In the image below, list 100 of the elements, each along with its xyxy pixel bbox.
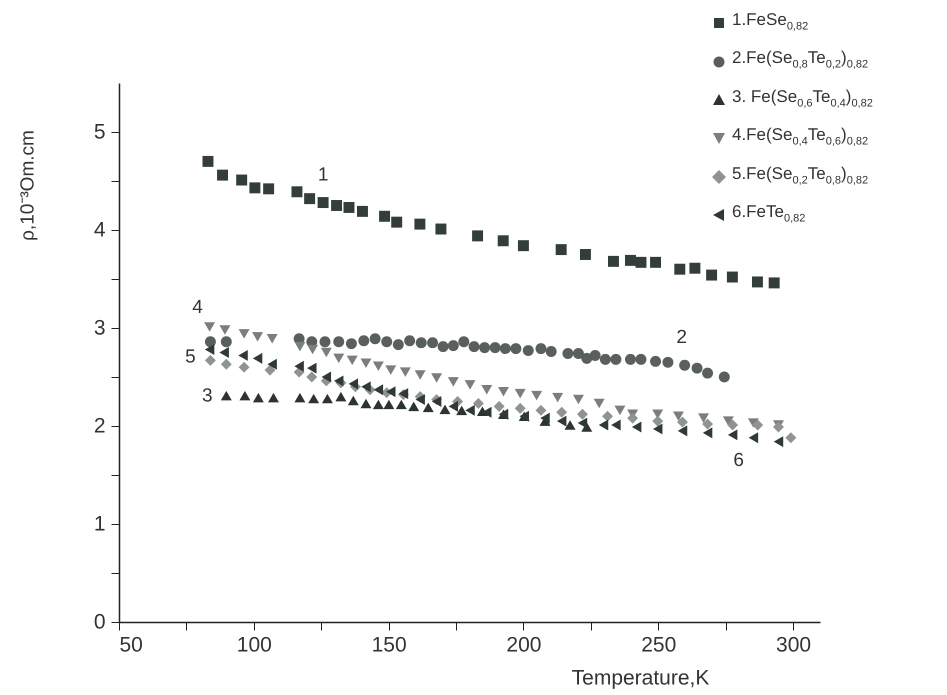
point xyxy=(322,394,333,404)
point xyxy=(706,270,718,281)
point xyxy=(383,400,394,410)
point xyxy=(518,240,529,252)
point xyxy=(404,335,416,346)
point xyxy=(291,186,302,198)
point xyxy=(267,358,277,370)
point xyxy=(564,420,576,430)
x-tick-label: 50 xyxy=(120,634,143,656)
point xyxy=(307,344,318,354)
point xyxy=(360,358,372,368)
point xyxy=(385,365,396,375)
point xyxy=(308,394,320,404)
point xyxy=(348,378,358,390)
point xyxy=(556,244,567,256)
point xyxy=(318,197,329,208)
point xyxy=(435,224,446,234)
point xyxy=(322,372,332,382)
point xyxy=(372,361,384,371)
point xyxy=(438,341,449,352)
x-tick-label: 250 xyxy=(641,634,676,656)
legend-label: 5.Fe(Se$_{0,2}$Te$_{0,8}$)$_{0,82}$ xyxy=(732,162,868,188)
point xyxy=(718,372,730,382)
point xyxy=(268,392,279,402)
point xyxy=(458,336,470,348)
point xyxy=(334,375,344,386)
point xyxy=(219,347,229,358)
point xyxy=(752,276,763,288)
point xyxy=(204,336,216,348)
point xyxy=(358,335,370,346)
point xyxy=(294,360,304,372)
point xyxy=(689,262,700,274)
point xyxy=(202,156,214,167)
point xyxy=(464,380,476,390)
point xyxy=(374,384,384,396)
annotation: 6 xyxy=(733,450,744,471)
point xyxy=(465,404,475,416)
point xyxy=(344,202,354,213)
point xyxy=(379,210,390,222)
point xyxy=(252,392,264,402)
y-tick-label: 3 xyxy=(94,316,106,340)
point xyxy=(552,392,564,402)
point xyxy=(748,432,758,444)
point xyxy=(331,200,342,211)
point xyxy=(472,398,484,409)
point xyxy=(498,235,509,246)
point xyxy=(540,412,550,424)
point xyxy=(580,249,591,260)
point xyxy=(627,412,638,424)
point xyxy=(610,354,622,365)
point xyxy=(252,332,264,342)
point xyxy=(614,406,626,416)
point xyxy=(546,346,557,357)
y-tick-label: 4 xyxy=(94,218,106,242)
point xyxy=(632,422,642,432)
point xyxy=(306,372,318,382)
point xyxy=(372,400,384,410)
y-tick-label: 5 xyxy=(94,120,106,144)
point xyxy=(481,384,492,394)
point xyxy=(414,218,426,230)
point xyxy=(360,398,372,408)
point xyxy=(236,174,248,186)
point xyxy=(266,334,278,344)
point xyxy=(361,381,371,392)
point xyxy=(662,356,674,368)
point xyxy=(479,342,490,354)
point xyxy=(600,354,611,365)
x-tick-label: 100 xyxy=(236,634,272,656)
legend-label: 1.FeSe$_{0,82}$ xyxy=(732,9,808,34)
point xyxy=(674,264,686,275)
point xyxy=(400,367,411,377)
point xyxy=(356,206,368,217)
point xyxy=(263,183,274,194)
legend-label: 3. Fe(Se$_{0,6}$Te$_{0,4}$)$_{0,82}$ xyxy=(732,86,873,112)
annotation: 1 xyxy=(318,164,328,186)
point xyxy=(408,402,420,412)
point xyxy=(624,354,636,365)
point xyxy=(392,339,404,350)
point xyxy=(204,322,216,332)
point xyxy=(535,404,546,416)
point xyxy=(726,272,738,283)
point xyxy=(238,329,250,339)
point xyxy=(307,362,317,374)
point xyxy=(522,345,534,356)
point xyxy=(727,420,738,430)
point xyxy=(514,388,526,398)
point xyxy=(698,413,710,423)
point xyxy=(204,344,214,356)
y-tick-label: 2 xyxy=(94,414,106,438)
point xyxy=(650,256,662,268)
point xyxy=(652,423,662,434)
point xyxy=(304,193,316,204)
point xyxy=(608,256,619,267)
point xyxy=(702,427,712,438)
point xyxy=(333,354,344,364)
point xyxy=(456,406,468,416)
point xyxy=(535,343,546,354)
point xyxy=(348,396,359,406)
annotation: 3 xyxy=(202,386,213,407)
point xyxy=(249,182,260,194)
